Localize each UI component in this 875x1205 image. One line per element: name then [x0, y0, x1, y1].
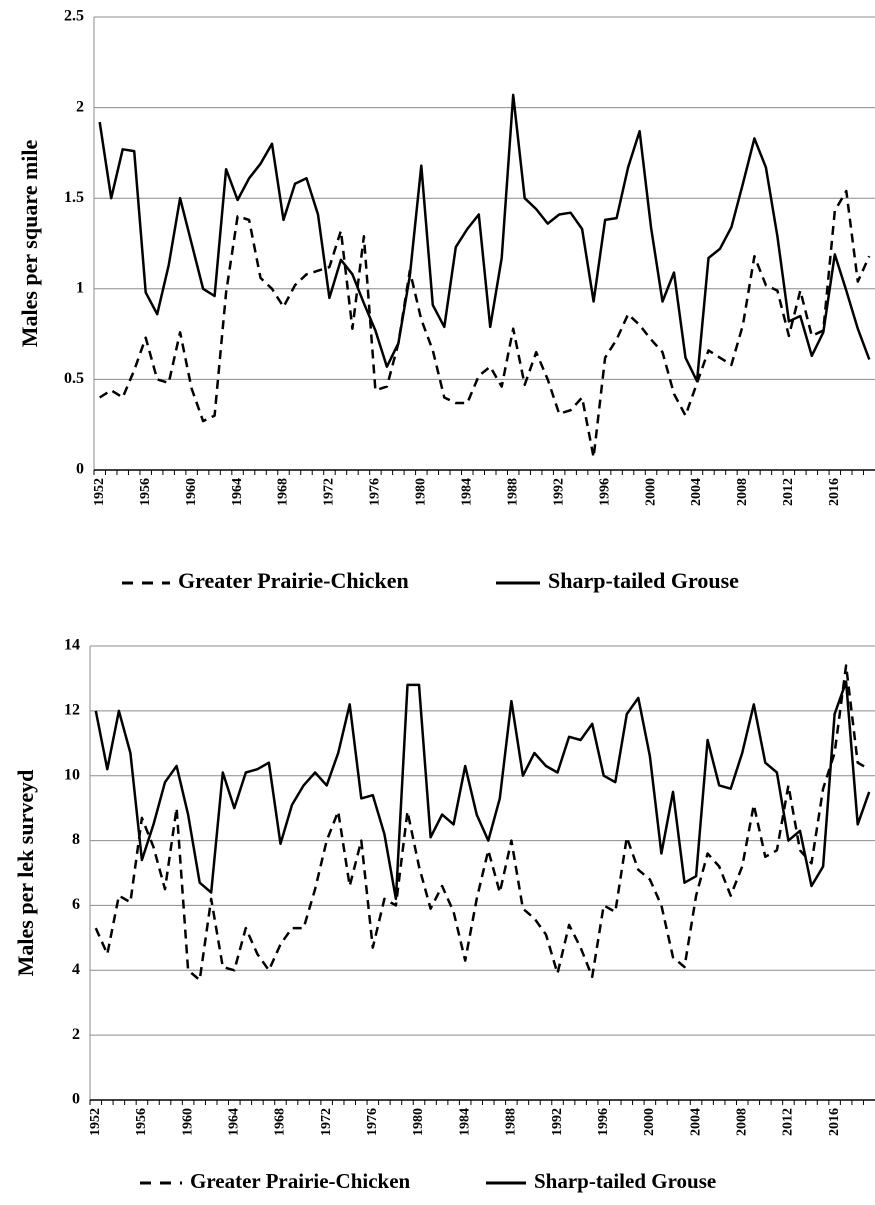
x-tick-label: 2012	[781, 1108, 796, 1136]
y-tick-label: 4	[72, 961, 80, 978]
x-tick-label: 1988	[504, 1108, 519, 1136]
x-tick-label: 2012	[781, 478, 796, 506]
x-tick-label: 2016	[827, 1108, 842, 1136]
series-line	[94, 680, 871, 901]
y-tick-label: 1	[76, 279, 84, 296]
y-tick-label: 8	[72, 831, 80, 848]
x-tick-label: 1972	[319, 1108, 334, 1136]
x-tick-label: 2004	[688, 1108, 703, 1136]
series-line	[94, 664, 870, 982]
legend-label: Greater Prairie-Chicken	[190, 1169, 411, 1193]
y-axis-title: Males per square mile	[17, 139, 42, 347]
series-line	[99, 189, 871, 459]
x-tick-label: 2008	[734, 1108, 749, 1136]
x-tick-label: 1968	[273, 1108, 288, 1136]
x-tick-label: 1992	[551, 478, 566, 506]
x-tick-label: 1952	[92, 478, 107, 506]
x-tick-label: 1952	[88, 1108, 103, 1136]
chart: 0 2 4 6 8 10 12 14 1952 1956 1960 1964 1968 1972 1976 1…	[13, 637, 875, 1193]
x-tick-label: 1984	[459, 478, 474, 506]
series-line	[98, 93, 871, 383]
x-tick-label: 1960	[184, 478, 199, 506]
x-tick-label: 1964	[227, 1108, 242, 1136]
x-tick-label: 1976	[365, 1108, 380, 1136]
y-tick-label: 0.5	[64, 370, 84, 387]
x-tick-label: 2016	[827, 478, 842, 506]
legend-label: Sharp-tailed Grouse	[534, 1169, 716, 1193]
y-tick-label: 0	[76, 461, 84, 478]
legend-label: Sharp-tailed Grouse	[548, 568, 739, 593]
x-tick-label: 1984	[457, 1108, 472, 1136]
x-tick-label: 2000	[642, 1108, 657, 1136]
x-tick-label: 1964	[230, 478, 245, 506]
x-tick-label: 2000	[643, 478, 658, 506]
x-tick-label: 1996	[597, 478, 612, 506]
legend-label: Greater Prairie-Chicken	[178, 568, 409, 593]
y-tick-label: 10	[64, 766, 80, 783]
x-tick-label: 2004	[689, 478, 704, 506]
y-tick-label: 6	[72, 896, 80, 913]
y-axis-title: Males per lek surveyd	[13, 770, 38, 977]
x-tick-label: 1956	[138, 478, 153, 506]
x-tick-label: 1968	[276, 478, 291, 506]
x-tick-label: 1976	[368, 478, 383, 506]
x-tick-label: 1996	[596, 1108, 611, 1136]
x-tick-label: 1960	[180, 1108, 195, 1136]
x-tick-label: 1956	[134, 1108, 149, 1136]
chart: 0 0.5 1 1.5 2 2.5 1952 1956 1960 1964 1968 1972 1976…	[17, 8, 875, 593]
x-tick-label: 1980	[411, 1108, 426, 1136]
y-tick-label: 14	[64, 637, 80, 654]
x-tick-label: 1988	[505, 478, 520, 506]
y-tick-label: 2.5	[64, 8, 84, 25]
y-tick-label: 0	[72, 1091, 80, 1108]
y-tick-label: 1.5	[64, 189, 84, 206]
x-tick-label: 1992	[550, 1108, 565, 1136]
x-tick-label: 1972	[322, 478, 337, 506]
x-tick-label: 2008	[735, 478, 750, 506]
y-tick-label: 12	[64, 702, 80, 719]
y-tick-label: 2	[72, 1026, 80, 1043]
x-tick-label: 1980	[414, 478, 429, 506]
y-tick-label: 2	[76, 98, 84, 115]
